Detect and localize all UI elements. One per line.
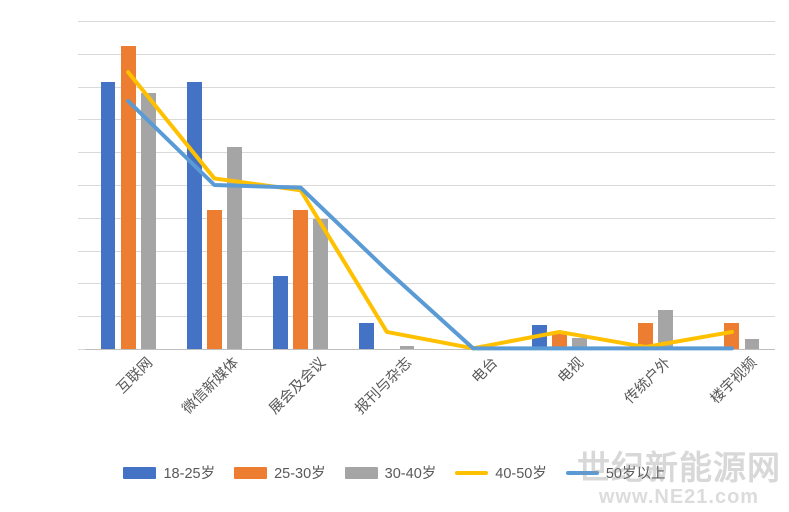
x-axis-tick-label-text: 报刊与杂志 — [352, 354, 416, 418]
x-axis: 互联网 微信新媒体 展会及会议 报刊与杂志 电台 电视 传统户外 楼宇视频 — [85, 352, 775, 447]
y-axis-tick-mark — [78, 21, 85, 22]
bar — [638, 323, 654, 349]
x-axis-tick-label: 电视 — [553, 352, 588, 387]
legend-item[interactable]: 50岁以上 — [565, 462, 666, 483]
legend-item[interactable]: 25-30岁 — [234, 462, 326, 483]
plot-area — [85, 21, 775, 351]
bar — [227, 146, 242, 349]
y-axis-tick-mark — [78, 217, 85, 219]
legend-label: 25-30岁 — [274, 466, 326, 482]
x-axis-tick-label-text: 微信新媒体 — [179, 354, 243, 418]
axis-baseline — [85, 349, 775, 350]
line-series — [126, 70, 734, 351]
legend-label: 18-25岁 — [163, 466, 216, 482]
x-axis-tick-label-text: 电台 — [469, 354, 502, 387]
legend-item[interactable]: 18-25岁 — [123, 462, 215, 483]
bar — [572, 337, 587, 349]
gridline — [85, 217, 775, 219]
legend-swatch-line-icon — [455, 470, 489, 475]
x-axis-tick-label-text: 展会及会议 — [266, 354, 329, 418]
y-axis-tick-mark — [78, 283, 85, 285]
x-axis-tick-label-text: 传统户外 — [621, 354, 674, 408]
x-axis-tick-label: 楼宇视频 — [705, 352, 761, 408]
x-axis-tick-label: 传统户外 — [619, 352, 675, 408]
bar — [100, 82, 116, 349]
bar — [206, 209, 222, 349]
gridline — [85, 53, 775, 55]
legend-swatch-line-icon — [565, 470, 599, 475]
bar — [313, 219, 329, 349]
line-series-layer — [126, 70, 734, 351]
gridline — [85, 283, 775, 285]
y-axis-tick-mark — [78, 349, 85, 350]
x-axis-tick-label: 互联网 — [111, 352, 157, 398]
gridline — [85, 152, 775, 154]
x-axis-tick-label: 展会及会议 — [263, 352, 329, 418]
bar — [140, 92, 156, 349]
legend-label: 30-40岁 — [384, 466, 437, 482]
y-axis-tick-mark — [78, 316, 85, 318]
x-axis-tick-label: 电台 — [467, 352, 502, 387]
legend-swatch-bar-icon — [123, 466, 157, 479]
gridline — [85, 185, 775, 186]
gridline — [85, 21, 775, 22]
gridline — [85, 316, 775, 318]
chart-legend: 18-25岁 25-30岁 30-40岁 40-50岁 50岁以上 — [0, 462, 789, 483]
legend-label: 50岁以上 — [605, 466, 666, 482]
legend-label: 40-50岁 — [495, 466, 547, 482]
x-axis-tick-label-text: 楼宇视频 — [707, 354, 761, 408]
y-axis-tick-mark — [78, 152, 85, 154]
bar — [359, 323, 375, 349]
legend-swatch-bar-icon — [234, 466, 268, 479]
gridline — [85, 119, 775, 121]
bar — [551, 331, 567, 349]
legend-swatch-bar-icon — [344, 466, 378, 479]
y-axis-tick-mark — [78, 250, 85, 252]
watermark-url: www.NE21.com — [598, 486, 760, 508]
line-series — [126, 99, 734, 351]
y-axis-tick-mark — [78, 119, 85, 121]
bar — [658, 310, 674, 349]
bar — [724, 323, 740, 349]
bar — [273, 276, 288, 349]
bar — [744, 339, 760, 349]
legend-item[interactable]: 40-50岁 — [455, 462, 547, 483]
x-axis-tick-label: 微信新媒体 — [177, 352, 243, 418]
x-axis-tick-label-text: 互联网 — [114, 354, 157, 397]
legend-item[interactable]: 30-40岁 — [344, 462, 437, 483]
x-axis-tick-label-text: 电视 — [555, 354, 588, 387]
bar — [120, 45, 136, 349]
y-axis-tick-mark — [78, 53, 85, 55]
bar — [293, 209, 309, 349]
y-axis-tick-mark — [78, 86, 85, 88]
bar — [399, 346, 415, 349]
y-axis-tick-mark — [78, 185, 85, 186]
gridline — [85, 86, 775, 88]
gridline — [85, 250, 775, 252]
x-axis-tick-label: 报刊与杂志 — [350, 352, 416, 418]
